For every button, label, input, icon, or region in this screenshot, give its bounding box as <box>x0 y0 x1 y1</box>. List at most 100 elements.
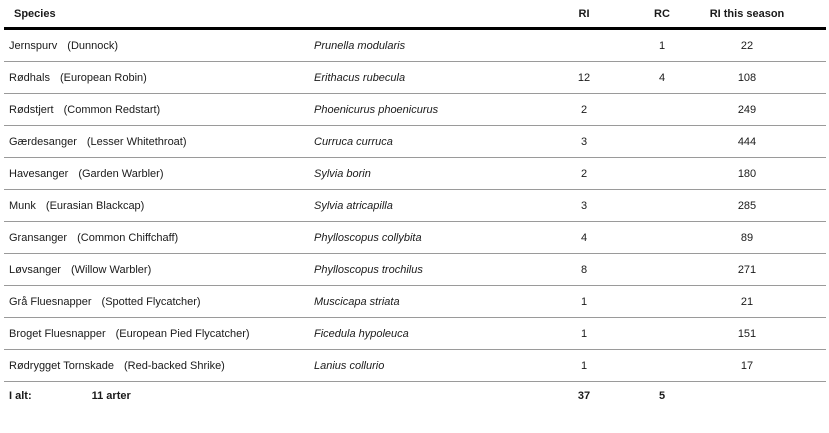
species-name-cell: Rødstjert (Common Redstart) <box>4 93 310 126</box>
rc-value: 4 <box>620 61 700 94</box>
english-name: (Eurasian Blackcap) <box>45 199 145 212</box>
total-season <box>700 382 826 411</box>
danish-name: Rødhals <box>9 71 50 84</box>
table-row: Munk (Eurasian Blackcap) Sylvia atricapill… <box>4 189 826 222</box>
ri-season-value: 285 <box>700 189 826 222</box>
english-name: (Lesser Whitethroat) <box>86 135 187 148</box>
english-name: (Common Chiffchaff) <box>77 231 179 244</box>
latin-name: Prunella modularis <box>310 28 540 62</box>
total-row: I alt: 11 arter 37 5 <box>4 382 826 411</box>
latin-name: Sylvia atricapilla <box>310 189 540 222</box>
rc-value <box>620 317 700 350</box>
ri-value <box>540 28 620 62</box>
table-footer: I alt: 11 arter 37 5 <box>4 382 826 411</box>
english-name: (Willow Warbler) <box>70 263 152 276</box>
latin-name: Ficedula hypoleuca <box>310 317 540 350</box>
ri-season-value: 271 <box>700 253 826 286</box>
table-row: Rødrygget Tornskade (Red-backed Shrike) La… <box>4 349 826 382</box>
english-name: (European Robin) <box>59 71 147 84</box>
header-rc: RC <box>620 0 700 30</box>
species-name-cell: Gærdesanger (Lesser Whitethroat) <box>4 125 310 158</box>
danish-name: Munk <box>9 199 36 212</box>
ri-value: 4 <box>540 221 620 254</box>
table-header: Species RI RC RI this season <box>4 0 826 30</box>
latin-name: Sylvia borin <box>310 157 540 190</box>
total-ri: 37 <box>577 390 591 402</box>
header-species: Species <box>4 0 540 30</box>
rc-value <box>620 253 700 286</box>
latin-name: Curruca curruca <box>310 125 540 158</box>
rc-value: 1 <box>620 28 700 62</box>
english-name: (Dunnock) <box>67 39 119 52</box>
english-name: (European Pied Flycatcher) <box>115 327 250 340</box>
ri-value: 1 <box>540 317 620 350</box>
ri-season-value: 180 <box>700 157 826 190</box>
english-name: (Garden Warbler) <box>78 167 164 180</box>
table-body: Jernspurv (Dunnock) Prunella modularis 1 22 R… <box>4 28 826 382</box>
species-name-cell: Gransanger (Common Chiffchaff) <box>4 221 310 254</box>
species-name-cell: Løvsanger (Willow Warbler) <box>4 253 310 286</box>
danish-name: Grå Fluesnapper <box>9 295 92 308</box>
header-ri-this-season: RI this season <box>700 0 826 30</box>
rc-value <box>620 285 700 318</box>
ri-value: 3 <box>540 125 620 158</box>
species-table: Species RI RC RI this season Jernspurv (D… <box>4 0 826 410</box>
rc-value <box>620 125 700 158</box>
danish-name: Rødrygget Tornskade <box>9 359 114 372</box>
species-name-cell: Jernspurv (Dunnock) <box>4 28 310 62</box>
ri-season-value: 21 <box>700 285 826 318</box>
latin-name: Phylloscopus trochilus <box>310 253 540 286</box>
ri-value: 1 <box>540 349 620 382</box>
ri-season-value: 444 <box>700 125 826 158</box>
table-row: Grå Fluesnapper (Spotted Flycatcher) Musci… <box>4 285 826 318</box>
ri-season-value: 108 <box>700 61 826 94</box>
english-name: (Red-backed Shrike) <box>123 359 225 372</box>
species-name-cell: Broget Fluesnapper (European Pied Flycatc… <box>4 317 310 350</box>
danish-name: Gærdesanger <box>9 135 77 148</box>
species-name-cell: Rødhals (European Robin) <box>4 61 310 94</box>
table-row: Rødhals (European Robin) Erithacus rubecul… <box>4 61 826 94</box>
danish-name: Havesanger <box>9 167 69 180</box>
danish-name: Broget Fluesnapper <box>9 327 106 340</box>
ri-value: 8 <box>540 253 620 286</box>
rc-value <box>620 93 700 126</box>
latin-name: Erithacus rubecula <box>310 61 540 94</box>
species-name-cell: Havesanger (Garden Warbler) <box>4 157 310 190</box>
ri-season-value: 17 <box>700 349 826 382</box>
ri-value: 2 <box>540 157 620 190</box>
english-name: (Common Redstart) <box>63 103 161 116</box>
species-name-cell: Rødrygget Tornskade (Red-backed Shrike) <box>4 349 310 382</box>
danish-name: Løvsanger <box>9 263 61 276</box>
ri-value: 1 <box>540 285 620 318</box>
table-row: Gransanger (Common Chiffchaff) Phylloscopu… <box>4 221 826 254</box>
latin-name: Lanius collurio <box>310 349 540 382</box>
danish-name: Rødstjert <box>9 103 54 116</box>
ri-value: 3 <box>540 189 620 222</box>
ri-season-value: 249 <box>700 93 826 126</box>
ri-season-value: 151 <box>700 317 826 350</box>
table-row: Rødstjert (Common Redstart) Phoenicurus ph… <box>4 93 826 126</box>
header-ri: RI <box>540 0 620 30</box>
rc-value <box>620 189 700 222</box>
rc-value <box>620 221 700 254</box>
ri-season-value: 22 <box>700 28 826 62</box>
danish-name: Jernspurv <box>9 39 58 52</box>
total-rc: 5 <box>658 390 666 402</box>
table-row: Jernspurv (Dunnock) Prunella modularis 1 22 <box>4 28 826 62</box>
total-species-count: 11 arter <box>91 390 131 402</box>
table-row: Havesanger (Garden Warbler) Sylvia borin 2 1… <box>4 157 826 190</box>
danish-name: Gransanger <box>9 231 68 244</box>
total-label: I alt: <box>9 390 32 402</box>
species-table-container: Species RI RC RI this season Jernspurv (D… <box>4 0 826 410</box>
species-name-cell: Grå Fluesnapper (Spotted Flycatcher) <box>4 285 310 318</box>
table-row: Gærdesanger (Lesser Whitethroat) Curruca c… <box>4 125 826 158</box>
latin-name: Muscicapa striata <box>310 285 540 318</box>
ri-value: 2 <box>540 93 620 126</box>
latin-name: Phylloscopus collybita <box>310 221 540 254</box>
latin-name: Phoenicurus phoenicurus <box>310 93 540 126</box>
ri-season-value: 89 <box>700 221 826 254</box>
table-row: Løvsanger (Willow Warbler) Phylloscopus tr… <box>4 253 826 286</box>
species-name-cell: Munk (Eurasian Blackcap) <box>4 189 310 222</box>
rc-value <box>620 157 700 190</box>
english-name: (Spotted Flycatcher) <box>101 295 201 308</box>
